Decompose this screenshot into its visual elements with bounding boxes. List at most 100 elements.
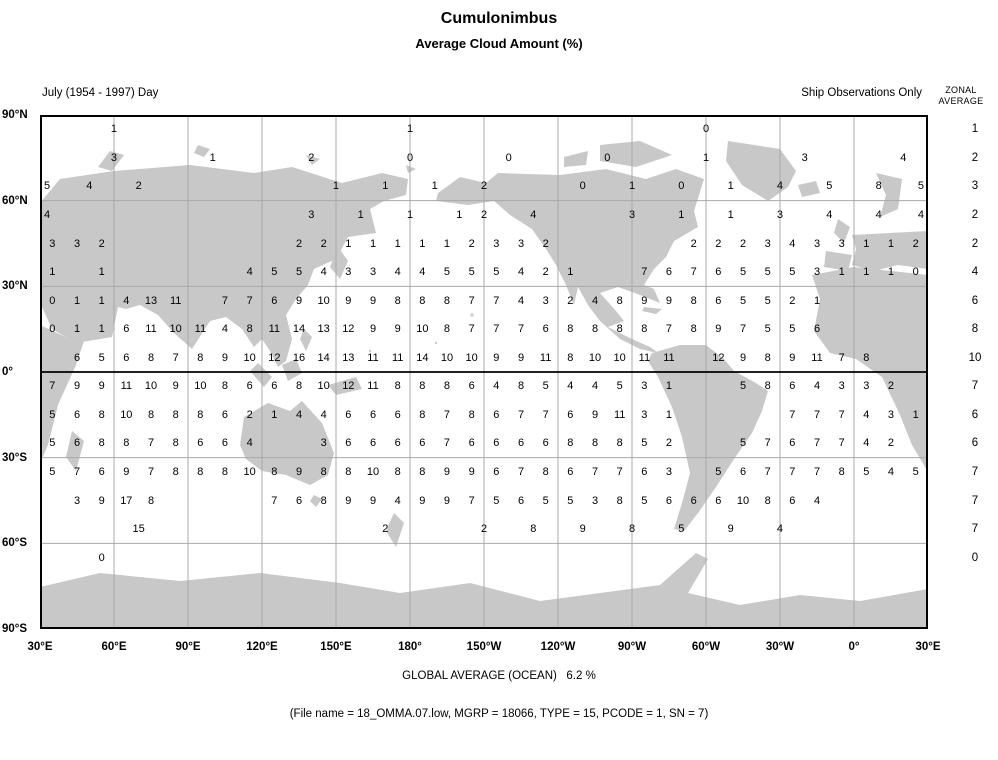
file-info-label: (File name = 18_OMMA.07.low, MGRP = 1806… bbox=[289, 708, 709, 720]
data-value: 6 bbox=[221, 408, 229, 421]
data-value: 9 bbox=[419, 494, 426, 507]
data-value: 1 bbox=[345, 237, 352, 250]
land-britain bbox=[834, 219, 850, 243]
data-value: 5 bbox=[616, 380, 623, 393]
data-value: 12 bbox=[342, 380, 355, 393]
data-value: 1 bbox=[73, 323, 81, 336]
data-value: 10 bbox=[613, 351, 626, 364]
data-value: 9 bbox=[443, 494, 451, 507]
data-value: 5 bbox=[49, 437, 56, 450]
data-value: 5 bbox=[641, 494, 648, 507]
data-value: 10 bbox=[144, 380, 158, 393]
data-value: 5 bbox=[739, 294, 747, 307]
data-value: 9 bbox=[123, 465, 130, 478]
land-severnaya-zemlya bbox=[194, 145, 210, 157]
data-value: 3 bbox=[591, 494, 599, 507]
data-value: 11 bbox=[145, 323, 157, 336]
data-value: 5 bbox=[715, 465, 722, 478]
data-value: 11 bbox=[367, 380, 379, 393]
data-value: 8 bbox=[838, 465, 845, 478]
data-value: 1 bbox=[702, 151, 710, 164]
data-value: 7 bbox=[665, 323, 673, 336]
data-value: 6 bbox=[813, 323, 821, 336]
data-value: 1 bbox=[567, 266, 574, 279]
data-value: 6 bbox=[197, 437, 204, 450]
data-value: 9 bbox=[98, 380, 105, 393]
data-value: 10 bbox=[120, 408, 133, 421]
data-value: 0 bbox=[702, 123, 710, 136]
data-value: 1 bbox=[628, 180, 636, 193]
data-value: 6 bbox=[221, 437, 229, 450]
zonal-header-line2: AVERAGE bbox=[938, 96, 984, 106]
data-value: 7 bbox=[813, 465, 821, 478]
data-value: 6 bbox=[493, 437, 500, 450]
data-value: 7 bbox=[468, 494, 475, 507]
data-value: 3 bbox=[308, 208, 315, 221]
data-value: 6 bbox=[567, 408, 574, 421]
data-value: 7 bbox=[246, 294, 253, 307]
data-value: 0 bbox=[49, 323, 56, 336]
data-value: 1 bbox=[912, 408, 919, 421]
zonal-average-value: 4 bbox=[971, 266, 979, 279]
zonal-average-value: 6 bbox=[971, 408, 979, 421]
data-value: 4 bbox=[320, 408, 327, 421]
data-value: 6 bbox=[493, 408, 500, 421]
data-value: 9 bbox=[727, 523, 734, 536]
data-value: 7 bbox=[468, 294, 475, 307]
data-value: 8 bbox=[875, 180, 882, 193]
land-canadian-arctic bbox=[600, 141, 672, 167]
data-value: 7 bbox=[172, 351, 179, 364]
land-sumatra bbox=[250, 363, 272, 387]
data-value: 7 bbox=[542, 408, 549, 421]
data-value: 2 bbox=[542, 237, 549, 250]
data-value: 4 bbox=[86, 180, 93, 193]
land-tasmania bbox=[310, 495, 322, 507]
data-value: 6 bbox=[123, 351, 130, 364]
data-value: 8 bbox=[567, 323, 574, 336]
data-value: 5 bbox=[678, 523, 685, 536]
data-value: 5 bbox=[764, 266, 771, 279]
data-value: 9 bbox=[369, 294, 377, 307]
data-value: 7 bbox=[764, 437, 771, 450]
data-value: 3 bbox=[320, 437, 327, 450]
lon-tick-label: 30°E bbox=[27, 641, 53, 653]
data-value: 1 bbox=[863, 266, 870, 279]
period-label: July (1954 - 1997) Day bbox=[42, 87, 159, 99]
data-value: 4 bbox=[591, 380, 599, 393]
data-value: 10 bbox=[243, 465, 256, 478]
data-value: 9 bbox=[517, 351, 525, 364]
data-value: 1 bbox=[887, 237, 895, 250]
data-value: 6 bbox=[789, 494, 796, 507]
data-value: 1 bbox=[431, 180, 438, 193]
data-value: 4 bbox=[826, 208, 833, 221]
data-value: 6 bbox=[369, 408, 377, 421]
data-value: 3 bbox=[345, 266, 352, 279]
data-value: 1 bbox=[727, 180, 734, 193]
land-north-america bbox=[436, 169, 704, 353]
lat-tick-label: 90°N bbox=[2, 109, 28, 121]
data-value: 13 bbox=[342, 351, 355, 364]
data-value: 4 bbox=[394, 266, 401, 279]
data-value: 6 bbox=[73, 351, 81, 364]
data-value: 9 bbox=[665, 294, 673, 307]
data-value: 14 bbox=[416, 351, 429, 364]
data-value: 8 bbox=[567, 437, 574, 450]
land-arctic-island bbox=[564, 151, 588, 167]
data-value: 1 bbox=[838, 266, 845, 279]
data-value: 4 bbox=[517, 294, 525, 307]
lon-tick-label: 30°E bbox=[915, 641, 941, 653]
data-value: 2 bbox=[739, 237, 747, 250]
data-value: 7 bbox=[147, 465, 155, 478]
data-value: 3 bbox=[493, 237, 500, 250]
data-value: 4 bbox=[567, 380, 574, 393]
data-value: 7 bbox=[789, 465, 796, 478]
data-value: 6 bbox=[394, 437, 401, 450]
data-value: 5 bbox=[917, 180, 924, 193]
data-value: 2 bbox=[480, 523, 488, 536]
land-new-siberian-is bbox=[306, 155, 320, 165]
zonal-average-value: 10 bbox=[968, 351, 982, 364]
data-value: 11 bbox=[663, 351, 675, 364]
data-value: 14 bbox=[317, 351, 330, 364]
data-value: 6 bbox=[246, 380, 253, 393]
lat-tick-label: 30°S bbox=[2, 451, 28, 464]
